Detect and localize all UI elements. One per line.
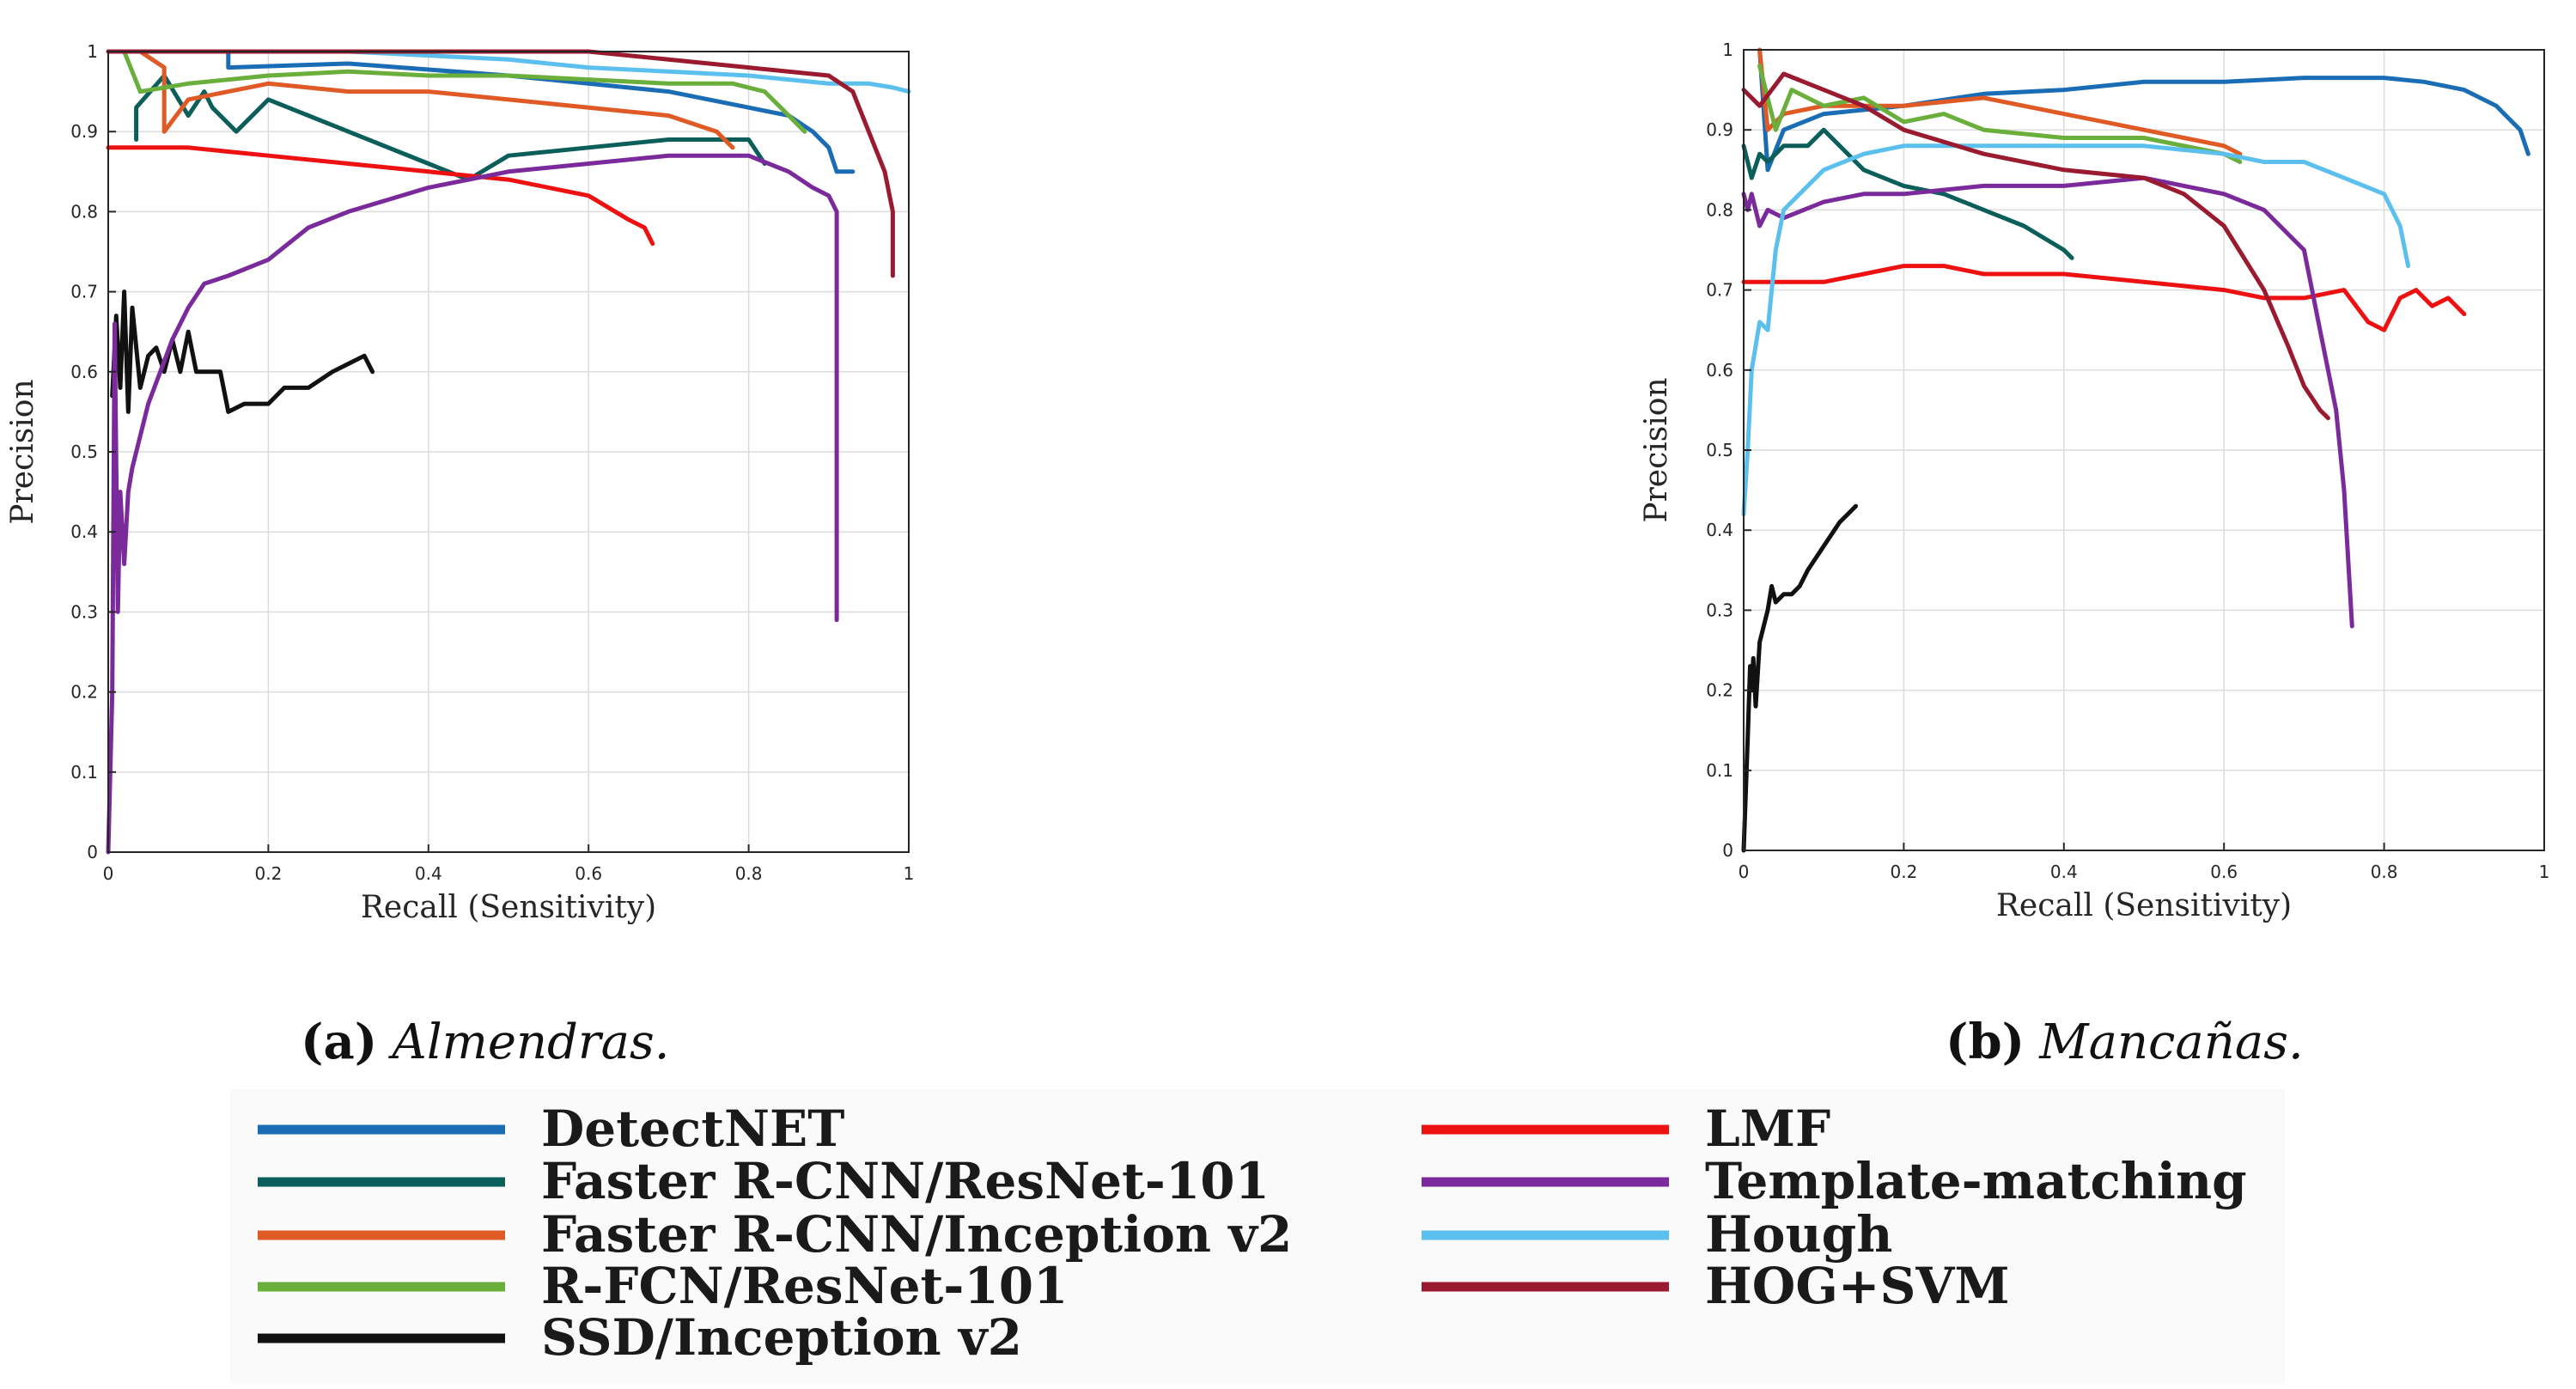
x-tick-label: 0.8 [735, 863, 763, 884]
legend-label: R-FCN/ResNet-101 [541, 1257, 1068, 1315]
y-axis-label: Precision [1639, 377, 1674, 522]
y-axis-label: Precision [5, 379, 40, 524]
series-line-detectnet [106, 49, 856, 174]
series-line-lmf [1741, 264, 2467, 332]
y-tick-label: 0.3 [70, 601, 98, 622]
x-tick-label: 0 [1739, 862, 1750, 882]
x-tick-label: 0.4 [415, 863, 442, 884]
y-tick-label: 0.1 [1706, 760, 1733, 781]
x-tick-label: 1 [904, 863, 915, 884]
panel-b: 0 0.2 0.4 0.6 0.8 1 0 0.1 0.2 0.3 0.4 0.5 0.6 0.7 0.8 0… [1639, 40, 2549, 923]
y-tick-label: 0.5 [70, 442, 98, 462]
series-line-faster-r-cnn-inception-v2 [137, 49, 735, 150]
caption-a-name: Almendras. [387, 1014, 669, 1070]
series-line-hough [346, 49, 911, 94]
y-tick-label: 0.7 [70, 282, 98, 302]
series-line-template-matching [106, 153, 839, 855]
legend-background [230, 1089, 2285, 1383]
y-tick-label: 0 [1722, 840, 1733, 861]
series-line-ssd-inception-v2 [1741, 503, 1858, 853]
panel-a: 0 0.2 0.4 0.6 0.8 1 0 0.1 0.2 0.3 0.4 0.5 0.6 0.7 0.8 0… [5, 41, 914, 925]
legend-label: Hough [1705, 1205, 1892, 1264]
caption-b-letter: (b) [1946, 1014, 2025, 1070]
x-axis-label: Recall (Sensitivity) [1996, 888, 2292, 923]
y-tick-label: 0.4 [1706, 520, 1733, 540]
legend-label: Template-matching [1705, 1152, 2247, 1210]
x-tick-label: 0.8 [2371, 862, 2398, 882]
series-line-faster-r-cnn-resnet-101 [134, 73, 767, 182]
x-tick-label: 1 [2539, 862, 2550, 882]
legend-label: LMF [1705, 1100, 1830, 1158]
legend-label: HOG+SVM [1705, 1257, 2010, 1315]
legend-label: Faster R-CNN/Inception v2 [541, 1205, 1292, 1264]
y-tick-label: 1 [1722, 40, 1733, 60]
legend-label: Faster R-CNN/ResNet-101 [541, 1152, 1270, 1210]
legend-label: SSD/Inception v2 [541, 1308, 1022, 1367]
x-tick-label: 0 [103, 863, 114, 884]
y-tick-label: 0.8 [70, 201, 98, 222]
series-line-hog-svm [1741, 71, 2330, 421]
y-tick-label: 0.2 [1706, 680, 1733, 701]
series-line-r-fcn-resnet-101 [122, 49, 807, 134]
y-tick-label: 0.7 [1706, 280, 1733, 301]
caption-a: (a) Almendras. [301, 1014, 670, 1070]
series-line-hough [1741, 143, 2411, 517]
y-tick-label: 0.5 [1706, 440, 1733, 460]
y-tick-label: 0.3 [1706, 600, 1733, 620]
y-tick-label: 0.6 [70, 362, 98, 382]
x-tick-label: 0.6 [575, 863, 602, 884]
y-tick-label: 0.4 [70, 521, 98, 542]
x-tick-label: 0.6 [2210, 862, 2238, 882]
caption-b: (b) Mancañas. [1946, 1014, 2304, 1070]
x-tick-label: 0.2 [1890, 862, 1917, 882]
series-line-template-matching [1741, 175, 2354, 629]
legend-label: DetectNET [541, 1100, 844, 1158]
y-tick-label: 0 [87, 842, 98, 862]
y-tick-label: 0.6 [1706, 360, 1733, 381]
series-line-ssd-inception-v2 [110, 289, 375, 414]
x-tick-label: 0.4 [2050, 862, 2078, 882]
y-tick-label: 0.2 [70, 682, 98, 703]
y-tick-label: 0.8 [1706, 199, 1733, 220]
y-tick-label: 1 [87, 41, 98, 62]
x-axis-label: Recall (Sensitivity) [361, 890, 656, 925]
x-tick-label: 0.2 [254, 863, 282, 884]
y-tick-label: 0.9 [70, 121, 98, 142]
series-line-faster-r-cnn-resnet-101 [1741, 127, 2074, 260]
y-tick-label: 0.1 [70, 762, 98, 783]
series-line-lmf [106, 145, 655, 247]
caption-a-letter: (a) [301, 1014, 377, 1070]
caption-b-name: Mancañas. [2038, 1014, 2304, 1070]
y-tick-label: 0.9 [1706, 119, 1733, 140]
series-line-detectnet [1757, 47, 2530, 173]
series-line-r-fcn-resnet-101 [1757, 64, 2243, 164]
